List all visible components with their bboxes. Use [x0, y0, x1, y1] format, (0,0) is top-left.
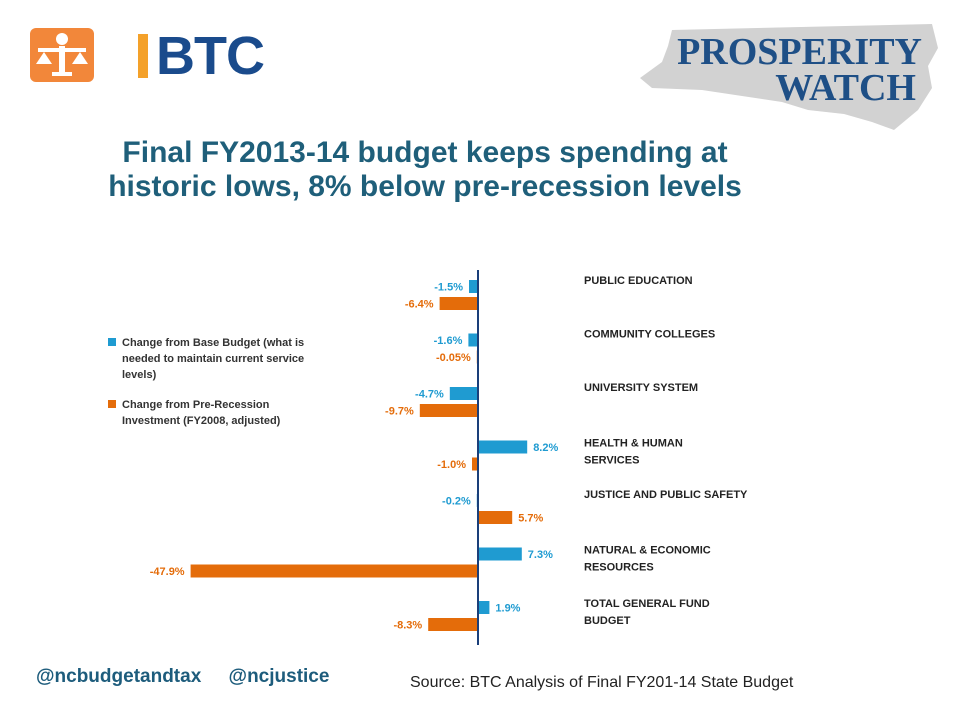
data-label: -9.7%	[385, 406, 414, 418]
legend-label: Investment (FY2008, adjusted)	[122, 415, 281, 427]
legend-label: Change from Base Budget (what is	[122, 337, 305, 349]
bar-prerecession-0	[439, 297, 478, 310]
category-label: PUBLIC EDUCATION	[584, 275, 693, 287]
category-label: BUDGET	[584, 615, 631, 627]
bar-prerecession-6	[428, 618, 478, 631]
category-label: NATURAL & ECONOMIC	[584, 545, 711, 557]
legend-item-pre-recession: Change from Pre-Recession Investment (FY…	[108, 397, 348, 429]
data-label: -4.7%	[415, 389, 444, 401]
legend-label: needed to maintain current service	[122, 353, 305, 365]
bar-base-5	[478, 547, 522, 561]
bar-base-6	[478, 601, 490, 614]
category-label: JUSTICE AND PUBLIC SAFETY	[584, 489, 748, 501]
category-label: HEALTH & HUMAN	[584, 438, 683, 450]
data-label: -0.2%	[442, 496, 471, 508]
data-label: -6.4%	[405, 299, 434, 311]
data-label: 1.9%	[495, 603, 520, 615]
category-label: TOTAL GENERAL FUND	[584, 598, 710, 610]
bar-prerecession-3	[472, 457, 478, 471]
legend-label: levels)	[122, 369, 157, 381]
legend-swatch-orange	[108, 400, 116, 408]
north-carolina-map-icon	[640, 24, 938, 130]
btc-logo-text: BTC	[156, 26, 265, 86]
handle-ncjustice[interactable]: @ncjustice	[228, 666, 330, 687]
data-label: -1.6%	[434, 335, 463, 347]
bar-prerecession-5	[190, 564, 478, 578]
category-label: RESOURCES	[584, 562, 654, 574]
bar-chart: -1.5%-6.4% PUBLIC EDUCATION -1.6% -0.05% COM…	[150, 270, 748, 645]
scales-of-justice-icon	[30, 28, 94, 82]
prosperity-text: PROSPERITY	[677, 31, 922, 73]
data-label: -47.9%	[150, 566, 185, 578]
bar-base-0	[469, 280, 478, 293]
data-label: 7.3%	[528, 549, 553, 561]
chart-legend: Change from Base Budget (what is needed …	[108, 335, 348, 443]
legend-item-base-budget: Change from Base Budget (what is needed …	[108, 335, 348, 383]
chart-title: Final FY2013-14 budget keeps spending at…	[60, 136, 790, 204]
category-label: UNIVERSITY SYSTEM	[584, 382, 698, 394]
bar-base-3	[478, 440, 528, 454]
data-label: 8.2%	[533, 442, 558, 454]
prosperity-watch-logo: PROSPERITY WATCH	[632, 18, 942, 138]
source-note: Source: BTC Analysis of Final FY201-14 S…	[410, 674, 794, 691]
data-label: 5.7%	[518, 513, 543, 525]
legend-label: Change from Pre-Recession	[122, 399, 270, 411]
data-label: -0.05%	[436, 352, 471, 364]
watch-text: WATCH	[775, 67, 916, 109]
bar-prerecession-4	[478, 511, 513, 524]
title-line-1: Final FY2013-14 budget keeps spending at	[122, 136, 728, 169]
title-line-2: historic lows, 8% below pre-recession le…	[108, 170, 742, 203]
social-handles: @ncbudgetandtax @ncjustice	[36, 666, 351, 688]
logo-divider	[138, 34, 148, 78]
handle-ncbudgetandtax[interactable]: @ncbudgetandtax	[36, 666, 202, 687]
legend-swatch-blue	[108, 338, 116, 346]
category-label: SERVICES	[584, 455, 639, 467]
data-label: -1.0%	[437, 459, 466, 471]
category-label: COMMUNITY COLLEGES	[584, 329, 715, 341]
bar-base-1	[468, 333, 478, 347]
data-label: -1.5%	[434, 282, 463, 294]
bar-base-2	[449, 387, 478, 400]
bar-prerecession-2	[419, 404, 478, 417]
btc-logo: BTC	[30, 26, 265, 86]
data-label: -8.3%	[393, 620, 422, 632]
